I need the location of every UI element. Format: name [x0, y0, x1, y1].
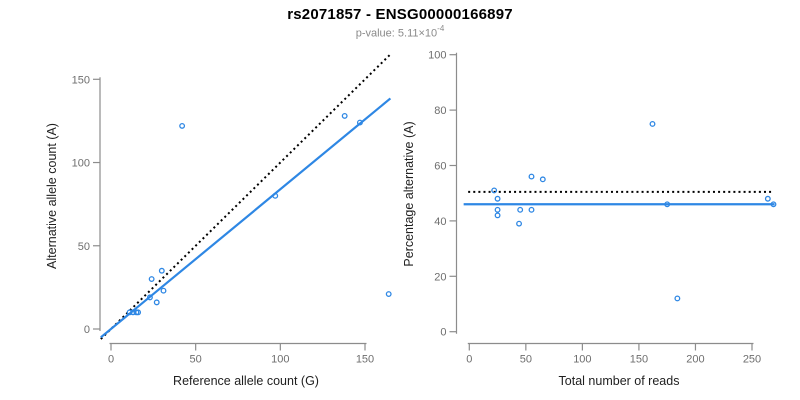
right-plot: 0 50 100 150 200 250 0 20 40 60 80 100 Total number …: [402, 50, 777, 388]
y-tick-label: 0: [84, 324, 90, 336]
data-point: [764, 195, 771, 202]
y-tick-label: 60: [434, 161, 446, 173]
data-point: [528, 206, 535, 213]
y-tick-label: 100: [428, 50, 446, 62]
left-plot: 0 50 100 150 0 50 100 150 Reference allele count…: [45, 54, 392, 388]
x-axis-label: Reference allele count (G): [173, 374, 319, 388]
x-tick-label: 100: [271, 354, 289, 366]
data-point: [664, 201, 671, 208]
figure-subtitle: p-value: 5.11×10-4: [0, 24, 800, 40]
pvalue-text: p-value: 5.11×10: [355, 27, 438, 40]
y-axis-label: Alternative allele count (A): [45, 123, 59, 269]
data-point: [272, 192, 279, 199]
y-tick-label: 20: [434, 271, 446, 283]
x-tick-label: 150: [630, 354, 648, 366]
data-point: [341, 112, 348, 119]
data-point: [528, 173, 535, 180]
data-point: [491, 187, 498, 194]
data-point: [770, 201, 777, 208]
y-tick-label: 50: [78, 241, 90, 253]
data-point: [649, 120, 656, 127]
data-point: [356, 119, 363, 126]
data-point: [494, 195, 501, 202]
data-point: [385, 291, 392, 297]
data-point: [135, 309, 142, 316]
data-point: [516, 220, 523, 227]
x-tick-label: 0: [108, 354, 114, 366]
y-tick-label: 0: [440, 327, 446, 339]
y-tick-label: 100: [72, 158, 90, 170]
data-point: [539, 176, 546, 183]
x-tick-label: 50: [520, 354, 532, 366]
data-point: [517, 206, 524, 213]
data-point: [153, 299, 160, 306]
y-axis-label: Percentage alternative (A): [402, 121, 416, 266]
data-point: [160, 287, 167, 294]
data-point: [494, 206, 501, 213]
data-point: [126, 309, 133, 316]
data-point: [158, 267, 165, 274]
data-point: [494, 212, 501, 219]
x-tick-label: 250: [743, 354, 761, 366]
data-point: [674, 295, 681, 302]
y-tick-label: 150: [72, 74, 90, 86]
x-tick-label: 200: [686, 354, 704, 366]
data-point: [146, 294, 153, 301]
pvalue-exponent: -4: [437, 24, 445, 33]
y-tick-label: 40: [434, 216, 446, 228]
identity-line: [100, 54, 391, 340]
data-point: [179, 122, 186, 129]
x-axis-label: Total number of reads: [559, 374, 680, 388]
data-point: [148, 276, 155, 283]
x-tick-label: 100: [573, 354, 591, 366]
x-tick-label: 0: [466, 354, 472, 366]
x-tick-label: 50: [190, 354, 202, 366]
y-tick-label: 80: [434, 105, 446, 117]
figure-title: rs2071857 - ENSG00000166897: [287, 6, 513, 23]
x-tick-label: 150: [356, 354, 374, 366]
regression-line: [100, 97, 392, 339]
